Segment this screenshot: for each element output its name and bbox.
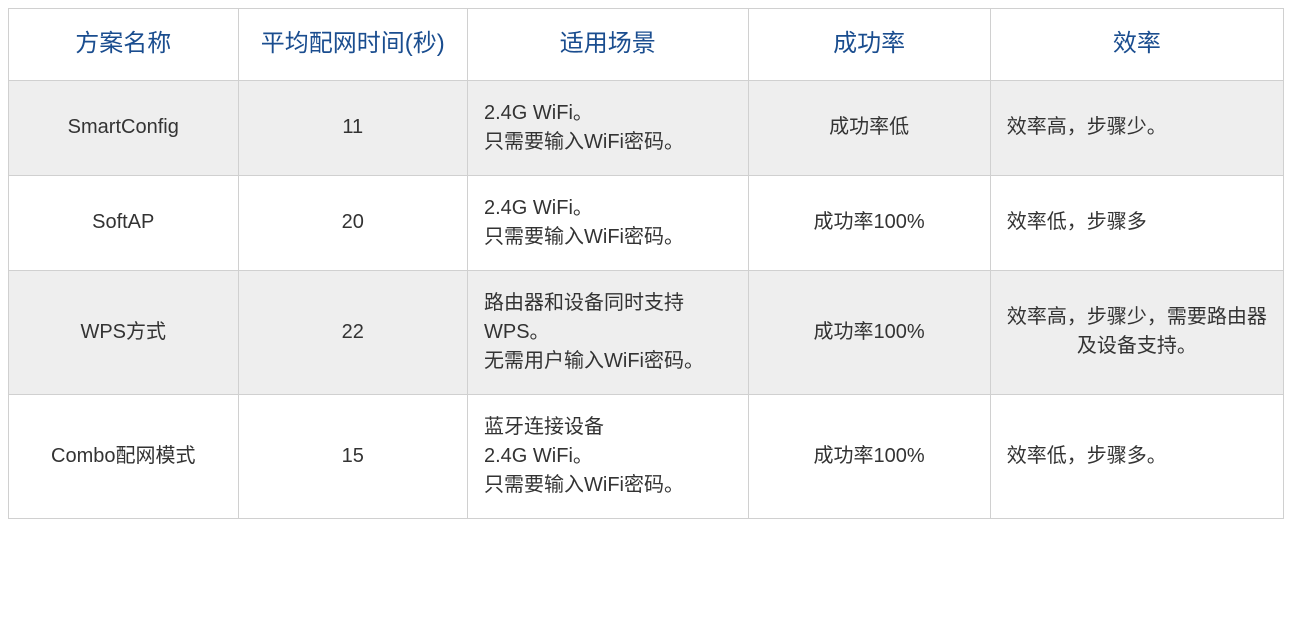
cell-success: 成功率100%: [748, 270, 990, 394]
table-row: Combo配网模式15蓝牙连接设备 2.4G WiFi。 只需要输入WiFi密码…: [9, 394, 1284, 518]
table-row: SmartConfig112.4G WiFi。 只需要输入WiFi密码。成功率低…: [9, 80, 1284, 175]
cell-time: 15: [238, 394, 468, 518]
cell-scene: 2.4G WiFi。 只需要输入WiFi密码。: [468, 80, 749, 175]
cell-efficiency: 效率低，步骤多。: [990, 394, 1283, 518]
cell-success: 成功率100%: [748, 394, 990, 518]
comparison-table: 方案名称 平均配网时间(秒) 适用场景 成功率 效率 SmartConfig11…: [8, 8, 1284, 519]
cell-success: 成功率100%: [748, 175, 990, 270]
cell-name[interactable]: SoftAP: [9, 175, 239, 270]
header-success: 成功率: [748, 9, 990, 81]
table-row: SoftAP202.4G WiFi。 只需要输入WiFi密码。成功率100%效率…: [9, 175, 1284, 270]
header-name: 方案名称: [9, 9, 239, 81]
header-scene: 适用场景: [468, 9, 749, 81]
cell-name[interactable]: Combo配网模式: [9, 394, 239, 518]
table-head: 方案名称 平均配网时间(秒) 适用场景 成功率 效率: [9, 9, 1284, 81]
cell-efficiency: 效率高，步骤少，需要路由器及设备支持。: [990, 270, 1283, 394]
header-efficiency: 效率: [990, 9, 1283, 81]
table-body: SmartConfig112.4G WiFi。 只需要输入WiFi密码。成功率低…: [9, 80, 1284, 518]
header-time: 平均配网时间(秒): [238, 9, 468, 81]
cell-time: 20: [238, 175, 468, 270]
cell-success: 成功率低: [748, 80, 990, 175]
table-row: WPS方式22路由器和设备同时支持WPS。 无需用户输入WiFi密码。成功率10…: [9, 270, 1284, 394]
cell-efficiency: 效率低，步骤多: [990, 175, 1283, 270]
cell-scene: 路由器和设备同时支持WPS。 无需用户输入WiFi密码。: [468, 270, 749, 394]
cell-scene: 蓝牙连接设备 2.4G WiFi。 只需要输入WiFi密码。: [468, 394, 749, 518]
cell-name[interactable]: SmartConfig: [9, 80, 239, 175]
cell-efficiency: 效率高，步骤少。: [990, 80, 1283, 175]
table-header-row: 方案名称 平均配网时间(秒) 适用场景 成功率 效率: [9, 9, 1284, 81]
cell-time: 22: [238, 270, 468, 394]
cell-scene: 2.4G WiFi。 只需要输入WiFi密码。: [468, 175, 749, 270]
cell-name[interactable]: WPS方式: [9, 270, 239, 394]
cell-time: 11: [238, 80, 468, 175]
